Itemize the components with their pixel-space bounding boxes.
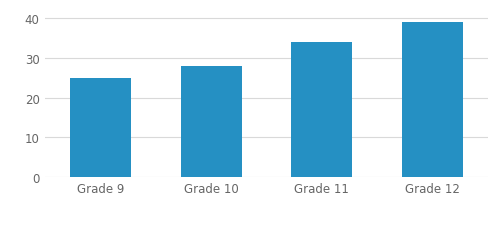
Bar [291, 43, 352, 177]
Bar [402, 23, 463, 177]
Bar [181, 67, 241, 177]
Bar [70, 78, 131, 177]
